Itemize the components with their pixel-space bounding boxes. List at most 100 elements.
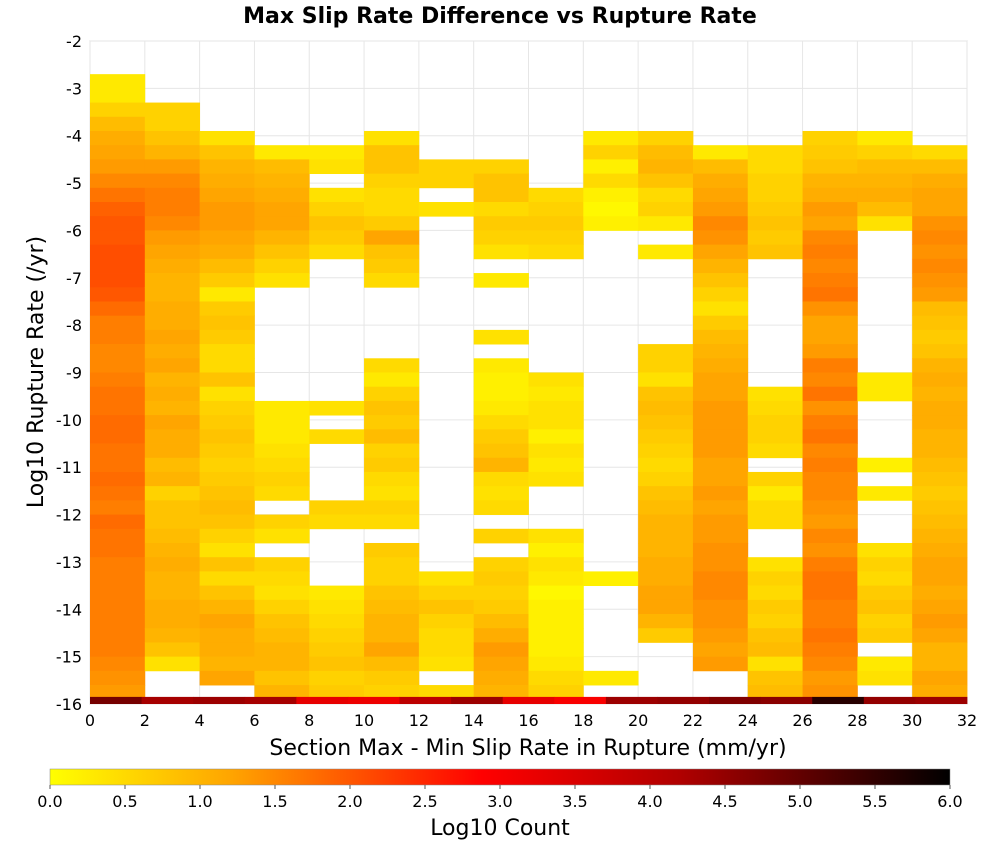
heatmap-cell	[144, 542, 201, 558]
heatmap-cell	[802, 599, 858, 615]
heatmap-cell	[473, 557, 529, 572]
heatmap-cell	[528, 443, 584, 459]
heatmap-cell	[747, 656, 803, 672]
heatmap-cell	[90, 159, 146, 175]
heatmap-cell	[90, 571, 146, 587]
heatmap-cell	[473, 642, 529, 658]
heatmap-cell	[528, 244, 584, 260]
x-tick-label: 10	[354, 711, 374, 730]
heatmap-cell	[199, 514, 255, 530]
y-tick-label: -13	[56, 553, 82, 572]
heatmap-cell	[747, 400, 803, 416]
heatmap-cell	[473, 670, 529, 686]
heatmap-cell	[364, 571, 420, 587]
heatmap-cell	[747, 216, 803, 231]
heatmap-cell	[144, 429, 201, 444]
heatmap-cell	[90, 656, 146, 672]
heatmap-cell	[638, 400, 694, 416]
y-tick-label: -2	[66, 32, 82, 51]
heatmap-cell	[199, 329, 255, 345]
heatmap-cell	[912, 400, 968, 416]
heatmap-cell	[309, 400, 365, 416]
heatmap-cell	[857, 670, 913, 686]
heatmap-cell	[747, 599, 803, 615]
heatmap-cell	[309, 216, 365, 231]
heatmap-cell	[254, 159, 310, 175]
heatmap-cell	[144, 656, 201, 672]
heatmap-cell	[802, 429, 858, 444]
heatmap-cell	[199, 358, 255, 373]
colorbar-tick-label: 0.0	[37, 792, 62, 811]
heatmap-cell	[364, 400, 420, 416]
heatmap-cell	[347, 696, 400, 704]
x-tick-label: 32	[957, 711, 977, 730]
heatmap-cell	[638, 457, 694, 473]
heatmap-cell	[528, 642, 584, 658]
heatmap-cell	[309, 202, 365, 217]
heatmap-cell	[144, 486, 201, 501]
heatmap-cell	[144, 528, 201, 544]
heatmap-cell	[692, 230, 749, 246]
heatmap-cell	[254, 230, 310, 246]
heatmap-cell	[802, 244, 858, 260]
heatmap-cell	[912, 514, 968, 530]
heatmap-cell	[199, 585, 255, 601]
heatmap-cell	[528, 670, 584, 686]
colorbar-tick-label: 4.5	[712, 792, 737, 811]
heatmap-cell	[418, 173, 475, 189]
heatmap-cell	[254, 599, 310, 615]
heatmap-cell	[912, 542, 968, 558]
heatmap-cell	[364, 173, 420, 189]
heatmap-cell	[912, 273, 968, 288]
heatmap-cell	[199, 273, 255, 288]
heatmap-cell	[912, 386, 968, 402]
heatmap-cell	[144, 244, 201, 260]
heatmap-cell	[90, 145, 146, 160]
heatmap-cell	[692, 287, 749, 302]
heatmap-cell	[90, 670, 146, 686]
heatmap-cell	[692, 656, 749, 672]
heatmap-cell	[747, 244, 803, 260]
heatmap-cell	[199, 614, 255, 629]
heatmap-cell	[912, 230, 968, 246]
heatmap-cell	[692, 187, 749, 203]
heatmap-cell	[90, 685, 146, 698]
heatmap-cell	[912, 571, 968, 587]
heatmap-cell	[473, 415, 529, 430]
heatmap-cell	[254, 642, 310, 658]
heatmap-cell	[802, 642, 858, 658]
heatmap-cell	[473, 386, 529, 402]
heatmap-cell	[309, 429, 365, 444]
y-tick-label: -9	[66, 364, 82, 383]
heatmap-cell	[364, 457, 420, 473]
heatmap-cell	[638, 486, 694, 501]
heatmap-cell	[90, 614, 146, 629]
heatmap-cell	[528, 230, 584, 246]
heatmap-cell	[912, 685, 968, 698]
heatmap-cell	[90, 230, 146, 246]
heatmap-cell	[144, 443, 201, 459]
heatmap-cell	[90, 443, 146, 459]
heatmap-cell	[364, 216, 420, 231]
heatmap-cell	[90, 500, 146, 515]
heatmap-cell	[747, 557, 803, 572]
heatmap-cell	[199, 244, 255, 260]
heatmap-cell	[199, 471, 255, 487]
heatmap-cell	[528, 216, 584, 231]
heatmap-cell	[802, 670, 858, 686]
heatmap-cell	[802, 173, 858, 189]
heatmap-cell	[199, 599, 255, 615]
heatmap-cell	[144, 102, 201, 118]
heatmap-cell	[638, 571, 694, 587]
heatmap-cell	[473, 486, 529, 501]
heatmap-cell	[473, 202, 529, 217]
heatmap-cell	[473, 244, 529, 260]
heatmap-cell	[912, 344, 968, 359]
heatmap-cell	[90, 173, 146, 189]
heatmap-cell	[364, 670, 420, 686]
heatmap-cell	[199, 216, 255, 231]
heatmap-cell	[473, 628, 529, 643]
heatmap-cell	[802, 571, 858, 587]
heatmap-cell	[528, 415, 584, 430]
heatmap-cell	[254, 685, 310, 698]
